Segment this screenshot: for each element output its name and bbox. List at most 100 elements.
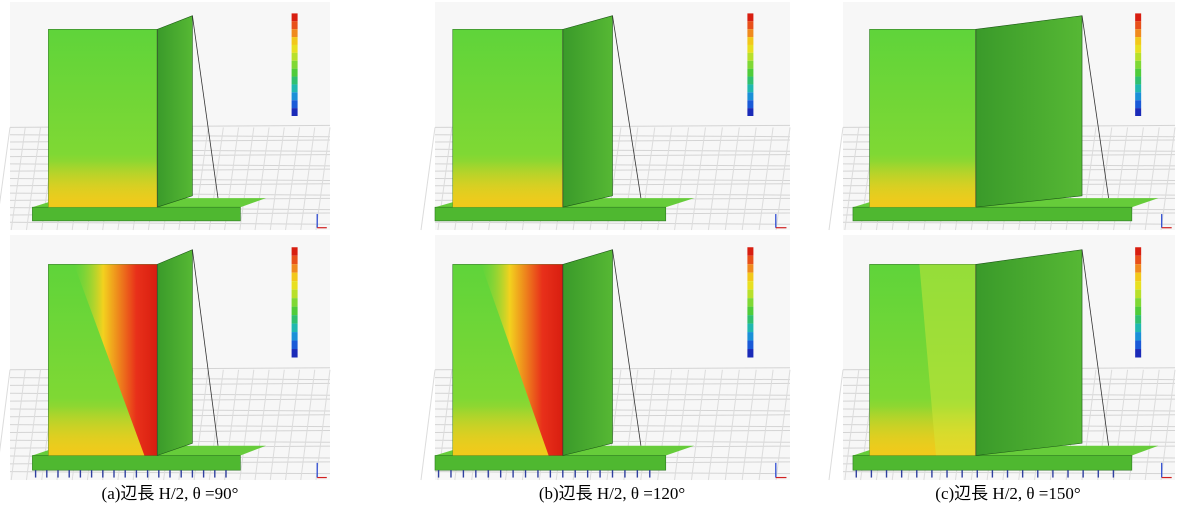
figure: (a)辺長 H/2, θ =90° (b)辺長 H/2, θ =120° (c)… xyxy=(0,0,1186,511)
legend-swatch xyxy=(292,37,298,45)
fem-panel xyxy=(421,2,790,230)
panels xyxy=(0,2,1175,480)
wall-side xyxy=(563,250,613,456)
legend-swatch xyxy=(1135,273,1141,281)
legend-swatch xyxy=(747,324,753,332)
legend-swatch xyxy=(292,298,298,306)
caption: (b)辺長 H/2, θ =120° xyxy=(539,484,685,503)
legend-swatch xyxy=(1135,108,1141,116)
base-front xyxy=(32,207,240,221)
wall-side xyxy=(563,16,613,208)
legend-swatch xyxy=(292,77,298,85)
legend-swatch xyxy=(747,341,753,349)
legend-swatch xyxy=(1135,247,1141,255)
legend-swatch xyxy=(1135,69,1141,77)
legend-swatch xyxy=(292,256,298,264)
fem-panel xyxy=(0,235,330,480)
legend-swatch xyxy=(747,92,753,100)
legend-swatch xyxy=(747,298,753,306)
base-front xyxy=(853,207,1132,221)
legend-swatch xyxy=(1135,84,1141,92)
wall-side xyxy=(157,250,192,456)
legend-swatch xyxy=(1135,77,1141,85)
wall-side xyxy=(976,16,1082,208)
legend-swatch xyxy=(1135,53,1141,61)
legend-swatch xyxy=(747,45,753,53)
legend-swatch xyxy=(292,307,298,315)
legend-swatch xyxy=(747,332,753,340)
legend-swatch xyxy=(747,29,753,37)
legend-swatch xyxy=(292,100,298,108)
base-front xyxy=(32,456,240,471)
fem-panel xyxy=(829,235,1175,480)
stress-bottom xyxy=(48,162,157,208)
floor-grid xyxy=(421,127,435,230)
legend-swatch xyxy=(747,53,753,61)
legend-swatch xyxy=(292,29,298,37)
legend-swatch xyxy=(1135,92,1141,100)
fem-panel xyxy=(829,2,1175,230)
floor-grid xyxy=(0,370,10,480)
legend-swatch xyxy=(292,264,298,272)
legend-swatch xyxy=(1135,341,1141,349)
legend-swatch xyxy=(1135,315,1141,323)
stress-bottom xyxy=(453,162,563,208)
legend-swatch xyxy=(1135,264,1141,272)
legend-swatch xyxy=(747,307,753,315)
floor-grid xyxy=(829,127,843,230)
legend-swatch xyxy=(292,69,298,77)
legend-swatch xyxy=(747,69,753,77)
legend-swatch xyxy=(292,108,298,116)
legend-swatch xyxy=(747,264,753,272)
base-front xyxy=(435,456,666,471)
legend-swatch xyxy=(1135,100,1141,108)
legend-swatch xyxy=(1135,13,1141,21)
legend-swatch xyxy=(292,349,298,357)
legend-swatch xyxy=(292,290,298,298)
legend-swatch xyxy=(747,281,753,289)
legend-swatch xyxy=(747,13,753,21)
legend-swatch xyxy=(292,84,298,92)
legend-swatch xyxy=(747,77,753,85)
legend-swatch xyxy=(292,324,298,332)
legend-swatch xyxy=(1135,298,1141,306)
legend-swatch xyxy=(747,247,753,255)
floor-grid xyxy=(421,370,435,480)
legend-swatch xyxy=(292,281,298,289)
legend-swatch xyxy=(747,349,753,357)
legend-swatch xyxy=(1135,29,1141,37)
legend-swatch xyxy=(1135,256,1141,264)
legend-swatch xyxy=(747,21,753,29)
legend-swatch xyxy=(1135,45,1141,53)
legend-swatch xyxy=(747,84,753,92)
legend-swatch xyxy=(292,332,298,340)
legend-swatch xyxy=(747,315,753,323)
legend-swatch xyxy=(747,37,753,45)
legend-swatch xyxy=(292,92,298,100)
base-front xyxy=(853,456,1132,471)
legend-swatch xyxy=(292,341,298,349)
caption: (a)辺長 H/2, θ =90° xyxy=(102,484,239,503)
legend-swatch xyxy=(292,21,298,29)
legend-swatch xyxy=(292,273,298,281)
legend-swatch xyxy=(292,53,298,61)
caption: (c)辺長 H/2, θ =150° xyxy=(935,484,1080,503)
legend-swatch xyxy=(1135,332,1141,340)
legend-swatch xyxy=(292,13,298,21)
legend-swatch xyxy=(1135,37,1141,45)
legend-swatch xyxy=(1135,324,1141,332)
legend-swatch xyxy=(292,315,298,323)
wall-side xyxy=(157,16,192,208)
legend-swatch xyxy=(1135,349,1141,357)
legend-swatch xyxy=(1135,21,1141,29)
legend-swatch xyxy=(1135,307,1141,315)
legend-swatch xyxy=(1135,61,1141,69)
legend-swatch xyxy=(1135,290,1141,298)
floor-grid xyxy=(0,127,10,230)
legend-swatch xyxy=(1135,281,1141,289)
fem-panel xyxy=(0,2,330,230)
base-front xyxy=(435,207,666,221)
stress-bottom xyxy=(870,162,976,208)
legend-swatch xyxy=(747,273,753,281)
floor-grid xyxy=(829,370,843,480)
